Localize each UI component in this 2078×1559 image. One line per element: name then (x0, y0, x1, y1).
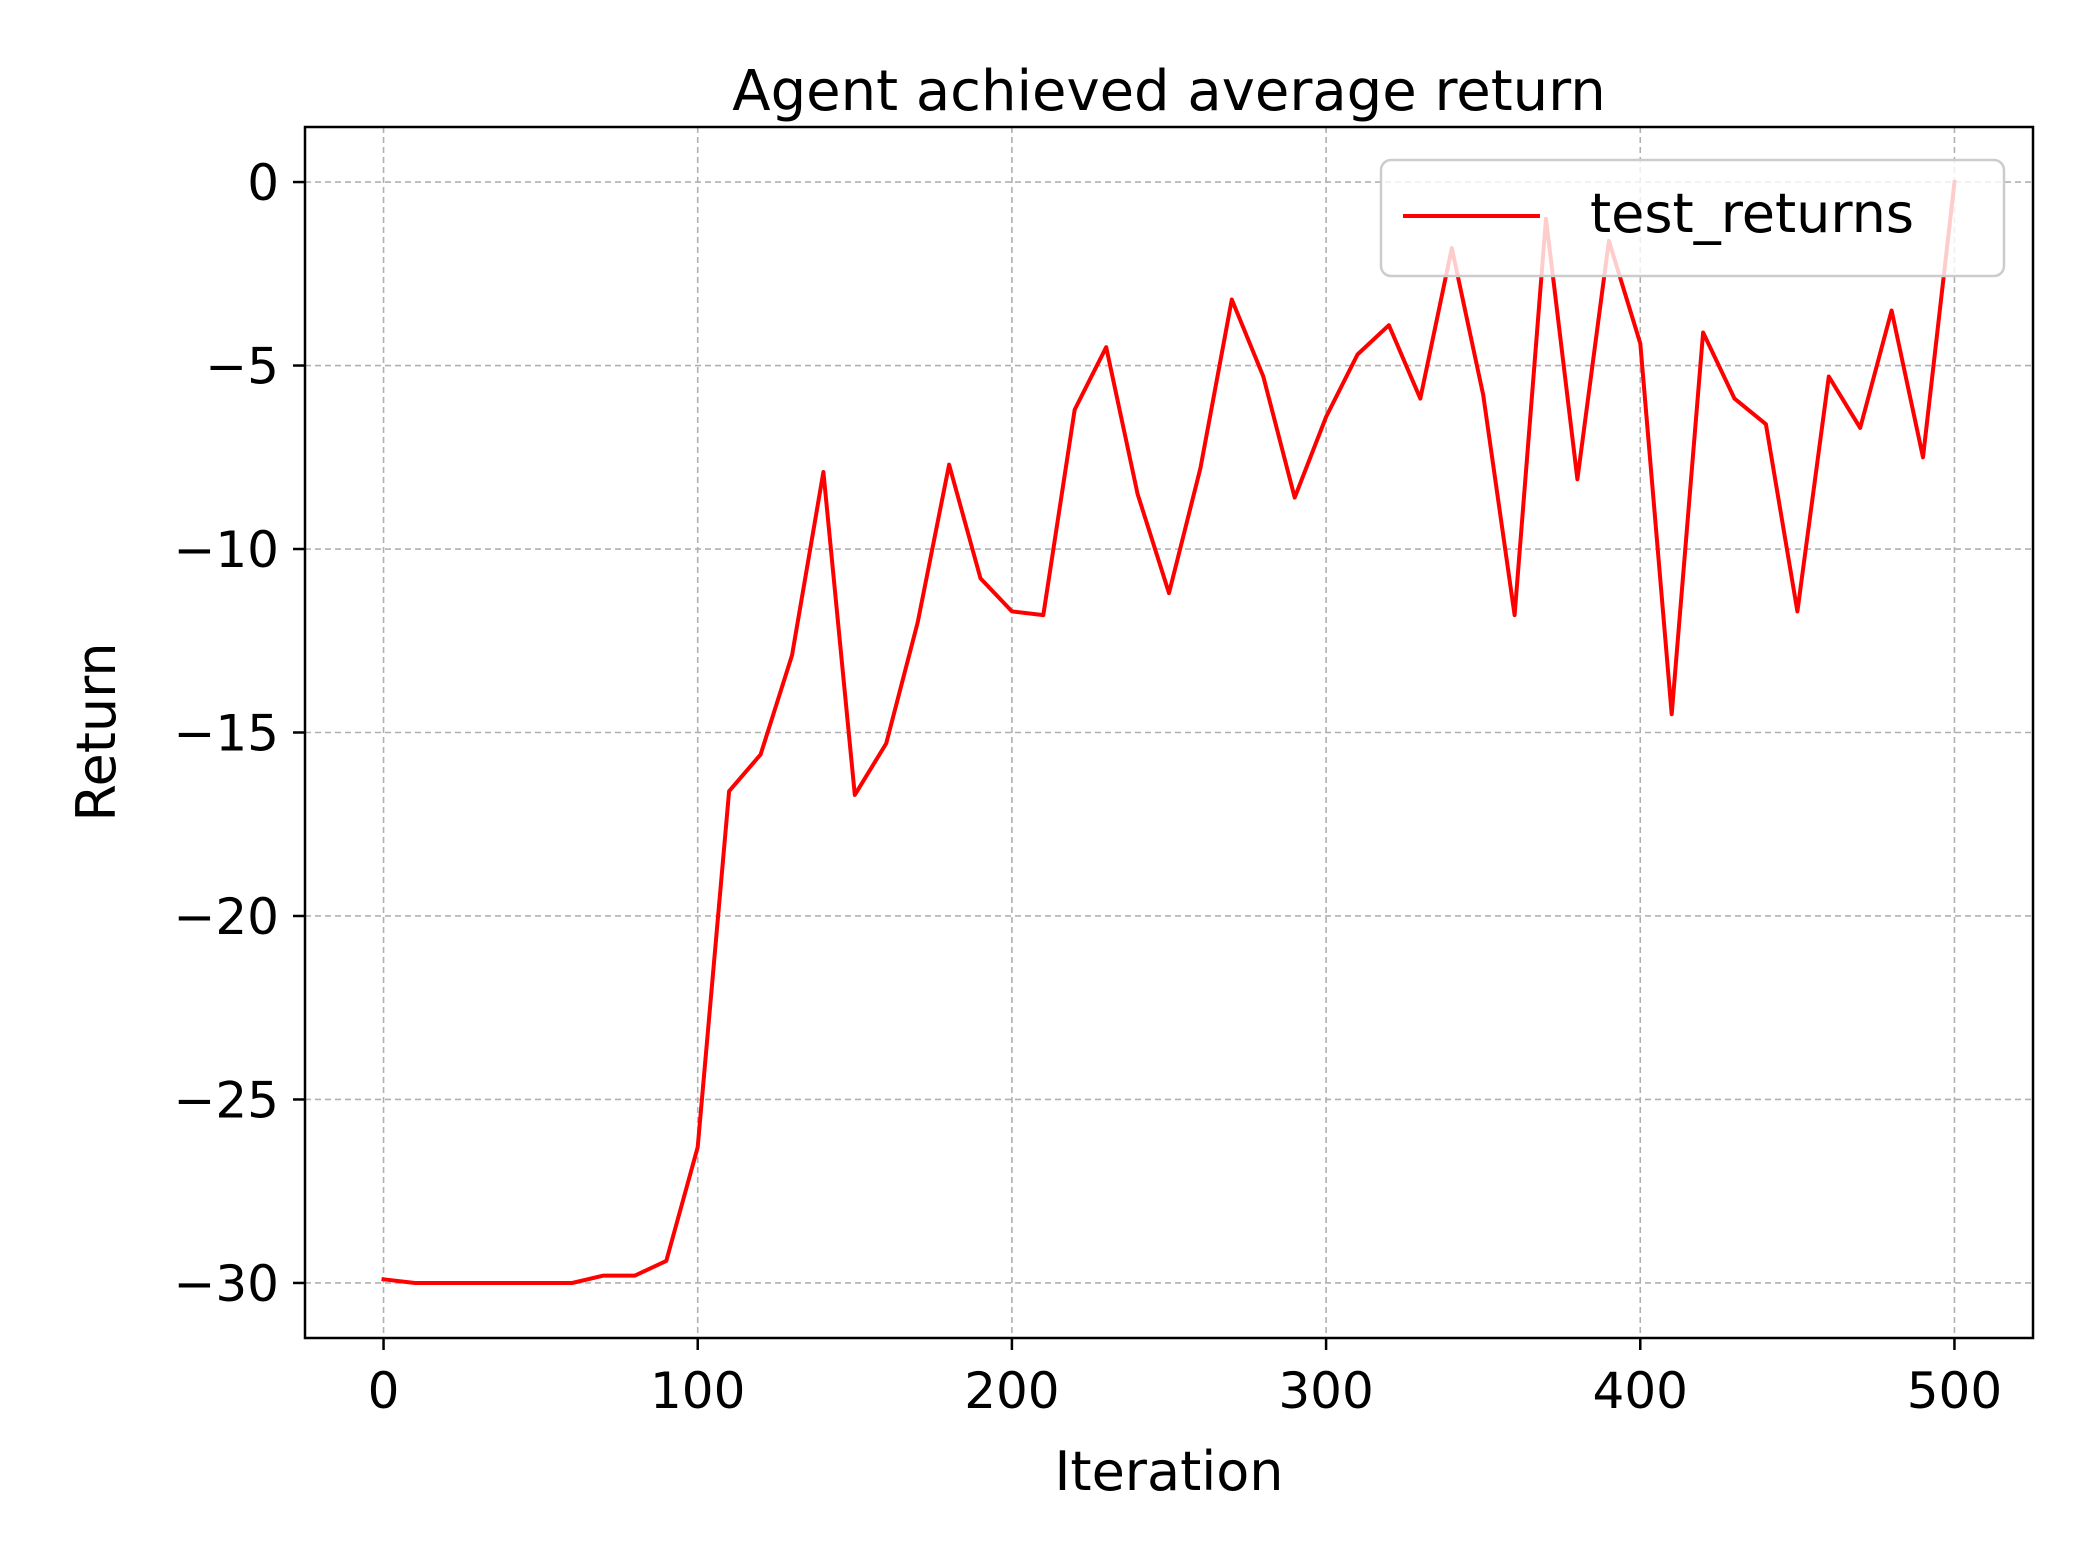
x-tick-label-2: 200 (964, 1362, 1059, 1420)
y-tick-label-5: −25 (173, 1071, 279, 1129)
y-tick-label-1: −5 (205, 338, 279, 396)
y-axis-label: Return (65, 642, 128, 821)
legend-label-test-returns: test_returns (1590, 182, 1914, 245)
x-tick-label-5: 500 (1907, 1362, 2002, 1420)
x-tick-label-4: 400 (1593, 1362, 1688, 1420)
chart-title: Agent achieved average return (732, 59, 1605, 124)
legend-box (1379, 158, 2006, 278)
axis-ticks: 0 100 200 300 400 500 0 −5 −10 −15 −20 −25 −30 (173, 154, 2002, 1420)
series-layer (381, 179, 1957, 1285)
x-tick-label-1: 100 (650, 1362, 745, 1420)
x-tick-label-3: 300 (1278, 1362, 1373, 1420)
y-tick-label-0: 0 (247, 154, 279, 212)
legend: test_returns (1379, 158, 2006, 278)
x-tick-label-0: 0 (368, 1362, 400, 1420)
y-tick-label-2: −10 (173, 521, 279, 579)
grid-lines (305, 127, 2033, 1338)
x-axis-label: Iteration (1054, 1440, 1283, 1503)
y-tick-label-4: −20 (173, 888, 279, 946)
y-tick-label-3: −15 (173, 705, 279, 763)
series-line-test_returns (381, 179, 1957, 1285)
y-tick-label-6: −30 (173, 1255, 279, 1313)
